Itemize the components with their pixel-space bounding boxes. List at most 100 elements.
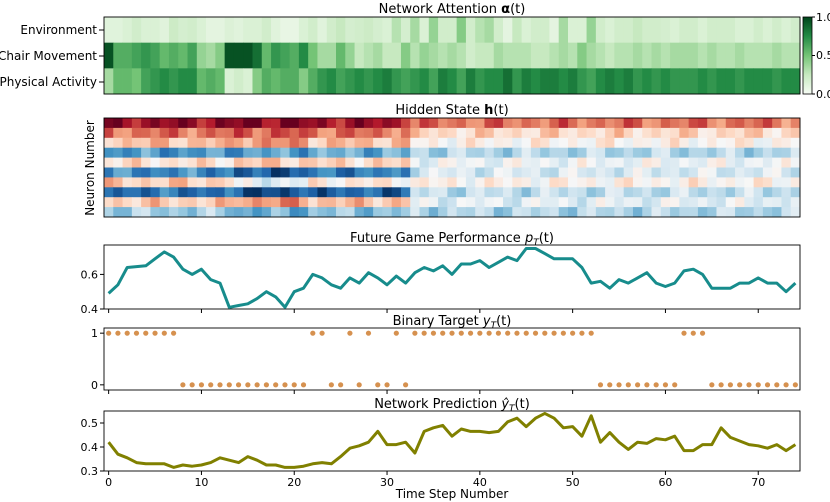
binary-target-point: [171, 330, 177, 336]
hidden-state-cell: [391, 127, 402, 139]
binary-target-point: [338, 382, 344, 388]
hidden-state-cell: [345, 167, 355, 178]
hidden-state-cell: [679, 147, 690, 158]
hidden-state-cell: [104, 147, 114, 158]
hidden-state-cell: [419, 197, 430, 208]
hidden-state-cell: [651, 147, 662, 158]
hidden-state-cell: [632, 177, 643, 188]
hidden-state-cell: [122, 177, 133, 188]
attention-cell: [438, 68, 448, 95]
hidden-state-cell: [503, 157, 513, 168]
binary-target-point: [662, 382, 669, 388]
hidden-state-cell: [790, 147, 801, 158]
binary-target-point: [560, 330, 566, 336]
attention-cell: [252, 42, 263, 69]
hidden-state-cell: [261, 157, 272, 168]
hidden-state-cell: [577, 167, 587, 178]
attention-cell: [521, 17, 532, 44]
binary-target-point: [106, 330, 112, 336]
hidden-state-cell: [354, 157, 365, 168]
hidden-state-cell: [131, 118, 142, 129]
hidden-state-cell: [716, 147, 727, 158]
hidden-state-cell: [206, 177, 216, 188]
hidden-state-cell: [243, 177, 253, 188]
hidden-state-cell: [447, 147, 458, 158]
attention-cell: [215, 42, 226, 69]
attention-cell: [187, 68, 198, 95]
hidden-state-cell: [280, 127, 290, 139]
hidden-state-cell: [336, 167, 346, 178]
hidden-state-cell: [716, 157, 727, 168]
attention-cell: [289, 42, 300, 69]
hidden-state-cell: [289, 187, 300, 198]
hidden-state-cell: [159, 207, 170, 218]
hidden-state-cell: [688, 177, 699, 188]
attention-cell: [252, 17, 263, 44]
hidden-state-cell: [790, 197, 801, 208]
hidden-state-cell: [233, 127, 244, 139]
hidden-state-cell: [104, 167, 114, 178]
attention-cell: [688, 68, 699, 95]
hidden-state-cell: [363, 137, 374, 149]
hidden-state-cell: [382, 177, 393, 188]
hidden-state-cell: [391, 207, 402, 218]
hidden-state-cell: [762, 127, 773, 139]
hidden-state-cell: [168, 157, 179, 168]
hidden-state-cell: [419, 137, 430, 149]
attention-row-label: Environment: [20, 23, 97, 37]
attention-cell: [354, 68, 365, 95]
binary-target-point: [208, 382, 214, 388]
hidden-state-cell: [493, 207, 504, 218]
hidden-state-cell: [159, 187, 170, 198]
hidden-state-cell: [400, 177, 411, 188]
hidden-state-cell: [781, 157, 792, 168]
hidden-state-cell: [660, 177, 671, 188]
hidden-state-cell: [271, 127, 281, 139]
attention-cell: [131, 17, 142, 44]
performance-frame: [103, 244, 801, 310]
attention-cell: [113, 17, 123, 44]
hidden-state-cell: [141, 147, 151, 158]
attention-cell: [577, 42, 587, 69]
hidden-state-cell: [540, 118, 550, 129]
binary-target-point: [319, 330, 325, 336]
binary-target-point: [737, 382, 743, 388]
hidden-state-cell: [131, 147, 142, 158]
binary-target-point: [440, 330, 446, 336]
binary-target-point: [505, 330, 511, 336]
attention-cell: [373, 68, 383, 95]
performance-series-line: [107, 247, 797, 309]
attention-cell: [308, 42, 318, 69]
attention-cell: [345, 68, 355, 95]
attention-cell: [670, 42, 680, 69]
hidden-state-cell: [688, 127, 699, 139]
hidden-state-cell: [503, 177, 513, 188]
attention-cell: [493, 17, 504, 44]
attention-cell: [632, 68, 643, 95]
hidden-state-cell: [400, 197, 411, 208]
hidden-state-cell: [707, 177, 717, 188]
hidden-state-cell: [549, 167, 560, 178]
hidden-state-cell: [540, 177, 550, 188]
hidden-state-cell: [196, 137, 207, 149]
hidden-state-cell: [465, 167, 476, 178]
hidden-state-cell: [317, 127, 328, 139]
attention-cell: [493, 68, 504, 95]
attention-cell: [104, 17, 114, 44]
binary-target-point: [467, 330, 474, 336]
hidden-state-cell: [159, 177, 170, 188]
hidden-state-cell: [224, 177, 235, 188]
hidden-state-cell: [261, 207, 272, 218]
hidden-state-cell: [187, 137, 198, 149]
hidden-state-cell: [252, 167, 263, 178]
hidden-state-cell: [224, 157, 235, 168]
hidden-state-cell: [577, 118, 587, 129]
attention-cell: [261, 17, 272, 44]
hidden-state-cell: [298, 147, 309, 158]
hidden-state-cell: [521, 167, 532, 178]
hidden-state-cell: [271, 177, 281, 188]
hidden-state-cell: [707, 137, 717, 149]
hidden-state-cell: [614, 197, 625, 208]
hidden-state-cell: [271, 157, 281, 168]
